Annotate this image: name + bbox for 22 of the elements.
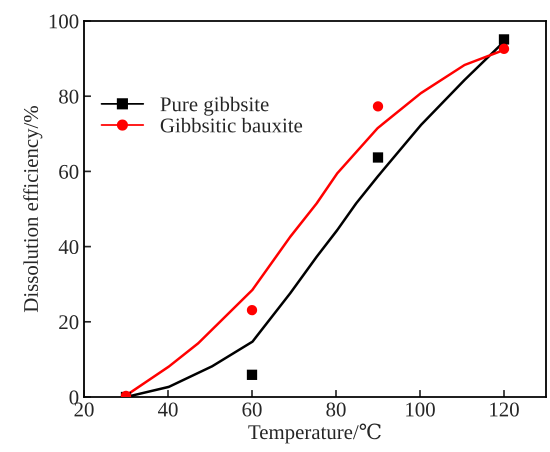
y-tick-label: 60 — [59, 164, 78, 179]
y-tick-label: 80 — [59, 90, 78, 104]
point — [498, 44, 510, 54]
x-tick-label: 80 — [326, 402, 346, 417]
y-tick-label: 20 — [59, 315, 78, 330]
x-tick-label: 60 — [242, 402, 262, 417]
point — [372, 152, 384, 163]
legend-label: Gibbsitic bauxite — [160, 118, 302, 133]
point — [498, 34, 510, 45]
x-tick-label: 20 — [74, 402, 94, 417]
x-tick-label: 40 — [158, 402, 178, 417]
legend-label: Pure gibbsite — [160, 96, 269, 116]
y-tick-label: 100 — [50, 14, 78, 28]
y-tick-label: 40 — [58, 240, 78, 254]
y-axis-title: Dissolution efficiency/% — [23, 106, 42, 312]
x-tick-label: 100 — [406, 402, 435, 417]
y-tick-label: 0 — [70, 390, 78, 404]
point — [246, 304, 258, 316]
x-axis-title: Temperature/℃ — [248, 424, 381, 444]
point — [372, 101, 384, 112]
x-tick-label: 120 — [490, 402, 519, 417]
point — [246, 370, 258, 380]
